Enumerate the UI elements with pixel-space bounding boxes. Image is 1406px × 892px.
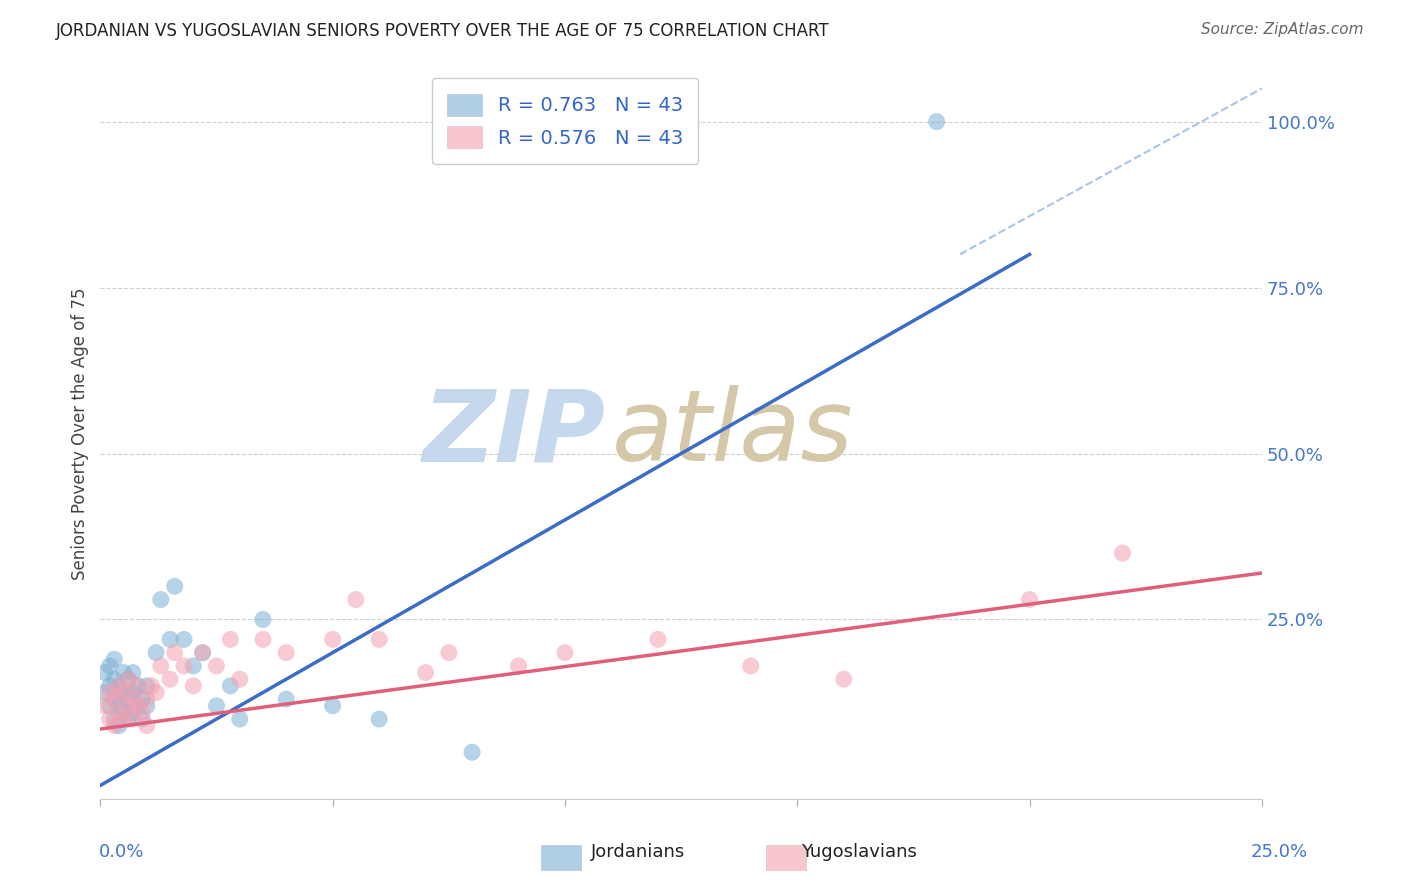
Point (832, 672, 855, 686)
Point (127, 698, 149, 713)
Point (117, 712, 139, 726)
Point (122, 712, 145, 726)
Point (135, 719, 157, 733)
Point (98, 679, 121, 693)
Point (122, 685, 145, 699)
Point (98, 659, 121, 673)
Point (131, 692, 153, 706)
Point (415, 665, 437, 680)
Point (145, 646, 167, 660)
Point (461, 745, 484, 759)
Point (322, 698, 344, 713)
Point (159, 632, 181, 647)
Point (94, 698, 117, 713)
Text: JORDANIAN VS YUGOSLAVIAN SENIORS POVERTY OVER THE AGE OF 75 CORRELATION CHART: JORDANIAN VS YUGOSLAVIAN SENIORS POVERTY… (56, 22, 830, 40)
Point (122, 706, 145, 720)
Point (98, 685, 121, 699)
Point (127, 698, 149, 713)
Text: Yugoslavians: Yugoslavians (801, 843, 917, 861)
Point (173, 659, 195, 673)
Point (131, 712, 153, 726)
Point (219, 632, 242, 647)
Point (122, 692, 145, 706)
Point (108, 679, 131, 693)
Point (98, 698, 121, 713)
Point (94, 665, 117, 680)
Point (108, 698, 131, 713)
Point (229, 672, 252, 686)
Y-axis label: Seniors Poverty Over the Age of 75: Seniors Poverty Over the Age of 75 (72, 287, 89, 580)
Point (205, 659, 228, 673)
Text: 0.0%: 0.0% (98, 843, 143, 861)
Point (276, 692, 298, 706)
Text: 25.0%: 25.0% (1250, 843, 1308, 861)
Point (149, 659, 172, 673)
Point (117, 672, 139, 686)
Point (368, 632, 391, 647)
Point (112, 685, 135, 699)
Point (141, 679, 163, 693)
Point (127, 679, 149, 693)
Point (131, 706, 153, 720)
Point (103, 719, 125, 733)
Point (252, 612, 274, 626)
Point (740, 659, 762, 673)
Point (163, 579, 186, 593)
Point (437, 646, 460, 660)
Point (173, 632, 195, 647)
Point (205, 698, 228, 713)
Point (1018, 592, 1040, 607)
Point (122, 665, 145, 680)
Point (159, 672, 181, 686)
Point (252, 632, 274, 647)
Point (181, 659, 204, 673)
Bar (766, 845, 806, 870)
Text: ZIP: ZIP (423, 385, 606, 482)
Point (135, 692, 157, 706)
Point (554, 646, 576, 660)
Point (925, 114, 948, 128)
Point (94, 685, 117, 699)
Point (117, 692, 139, 706)
Point (181, 679, 204, 693)
Point (191, 646, 214, 660)
Point (108, 706, 131, 720)
Text: Source: ZipAtlas.com: Source: ZipAtlas.com (1201, 22, 1364, 37)
Point (135, 679, 157, 693)
Legend: R = 0.763   N = 43, R = 0.576   N = 43: R = 0.763 N = 43, R = 0.576 N = 43 (432, 78, 699, 164)
Point (344, 592, 367, 607)
Point (112, 685, 135, 699)
Point (108, 679, 131, 693)
Point (112, 712, 135, 726)
Point (1111, 546, 1133, 560)
Point (98, 712, 121, 726)
Text: atlas: atlas (612, 385, 853, 482)
Point (103, 712, 125, 726)
Point (508, 659, 530, 673)
Point (127, 679, 149, 693)
Point (117, 698, 139, 713)
Bar (541, 845, 581, 870)
Point (229, 712, 252, 726)
Point (135, 698, 157, 713)
Point (368, 712, 391, 726)
Point (163, 646, 186, 660)
Point (103, 692, 125, 706)
Point (145, 685, 167, 699)
Point (112, 706, 135, 720)
Text: Jordanians: Jordanians (591, 843, 685, 861)
Point (219, 679, 242, 693)
Point (647, 632, 669, 647)
Point (191, 646, 214, 660)
Point (149, 592, 172, 607)
Point (276, 646, 298, 660)
Point (112, 665, 135, 680)
Point (103, 672, 125, 686)
Point (103, 652, 125, 666)
Point (322, 632, 344, 647)
Point (103, 692, 125, 706)
Point (108, 719, 131, 733)
Point (117, 672, 139, 686)
